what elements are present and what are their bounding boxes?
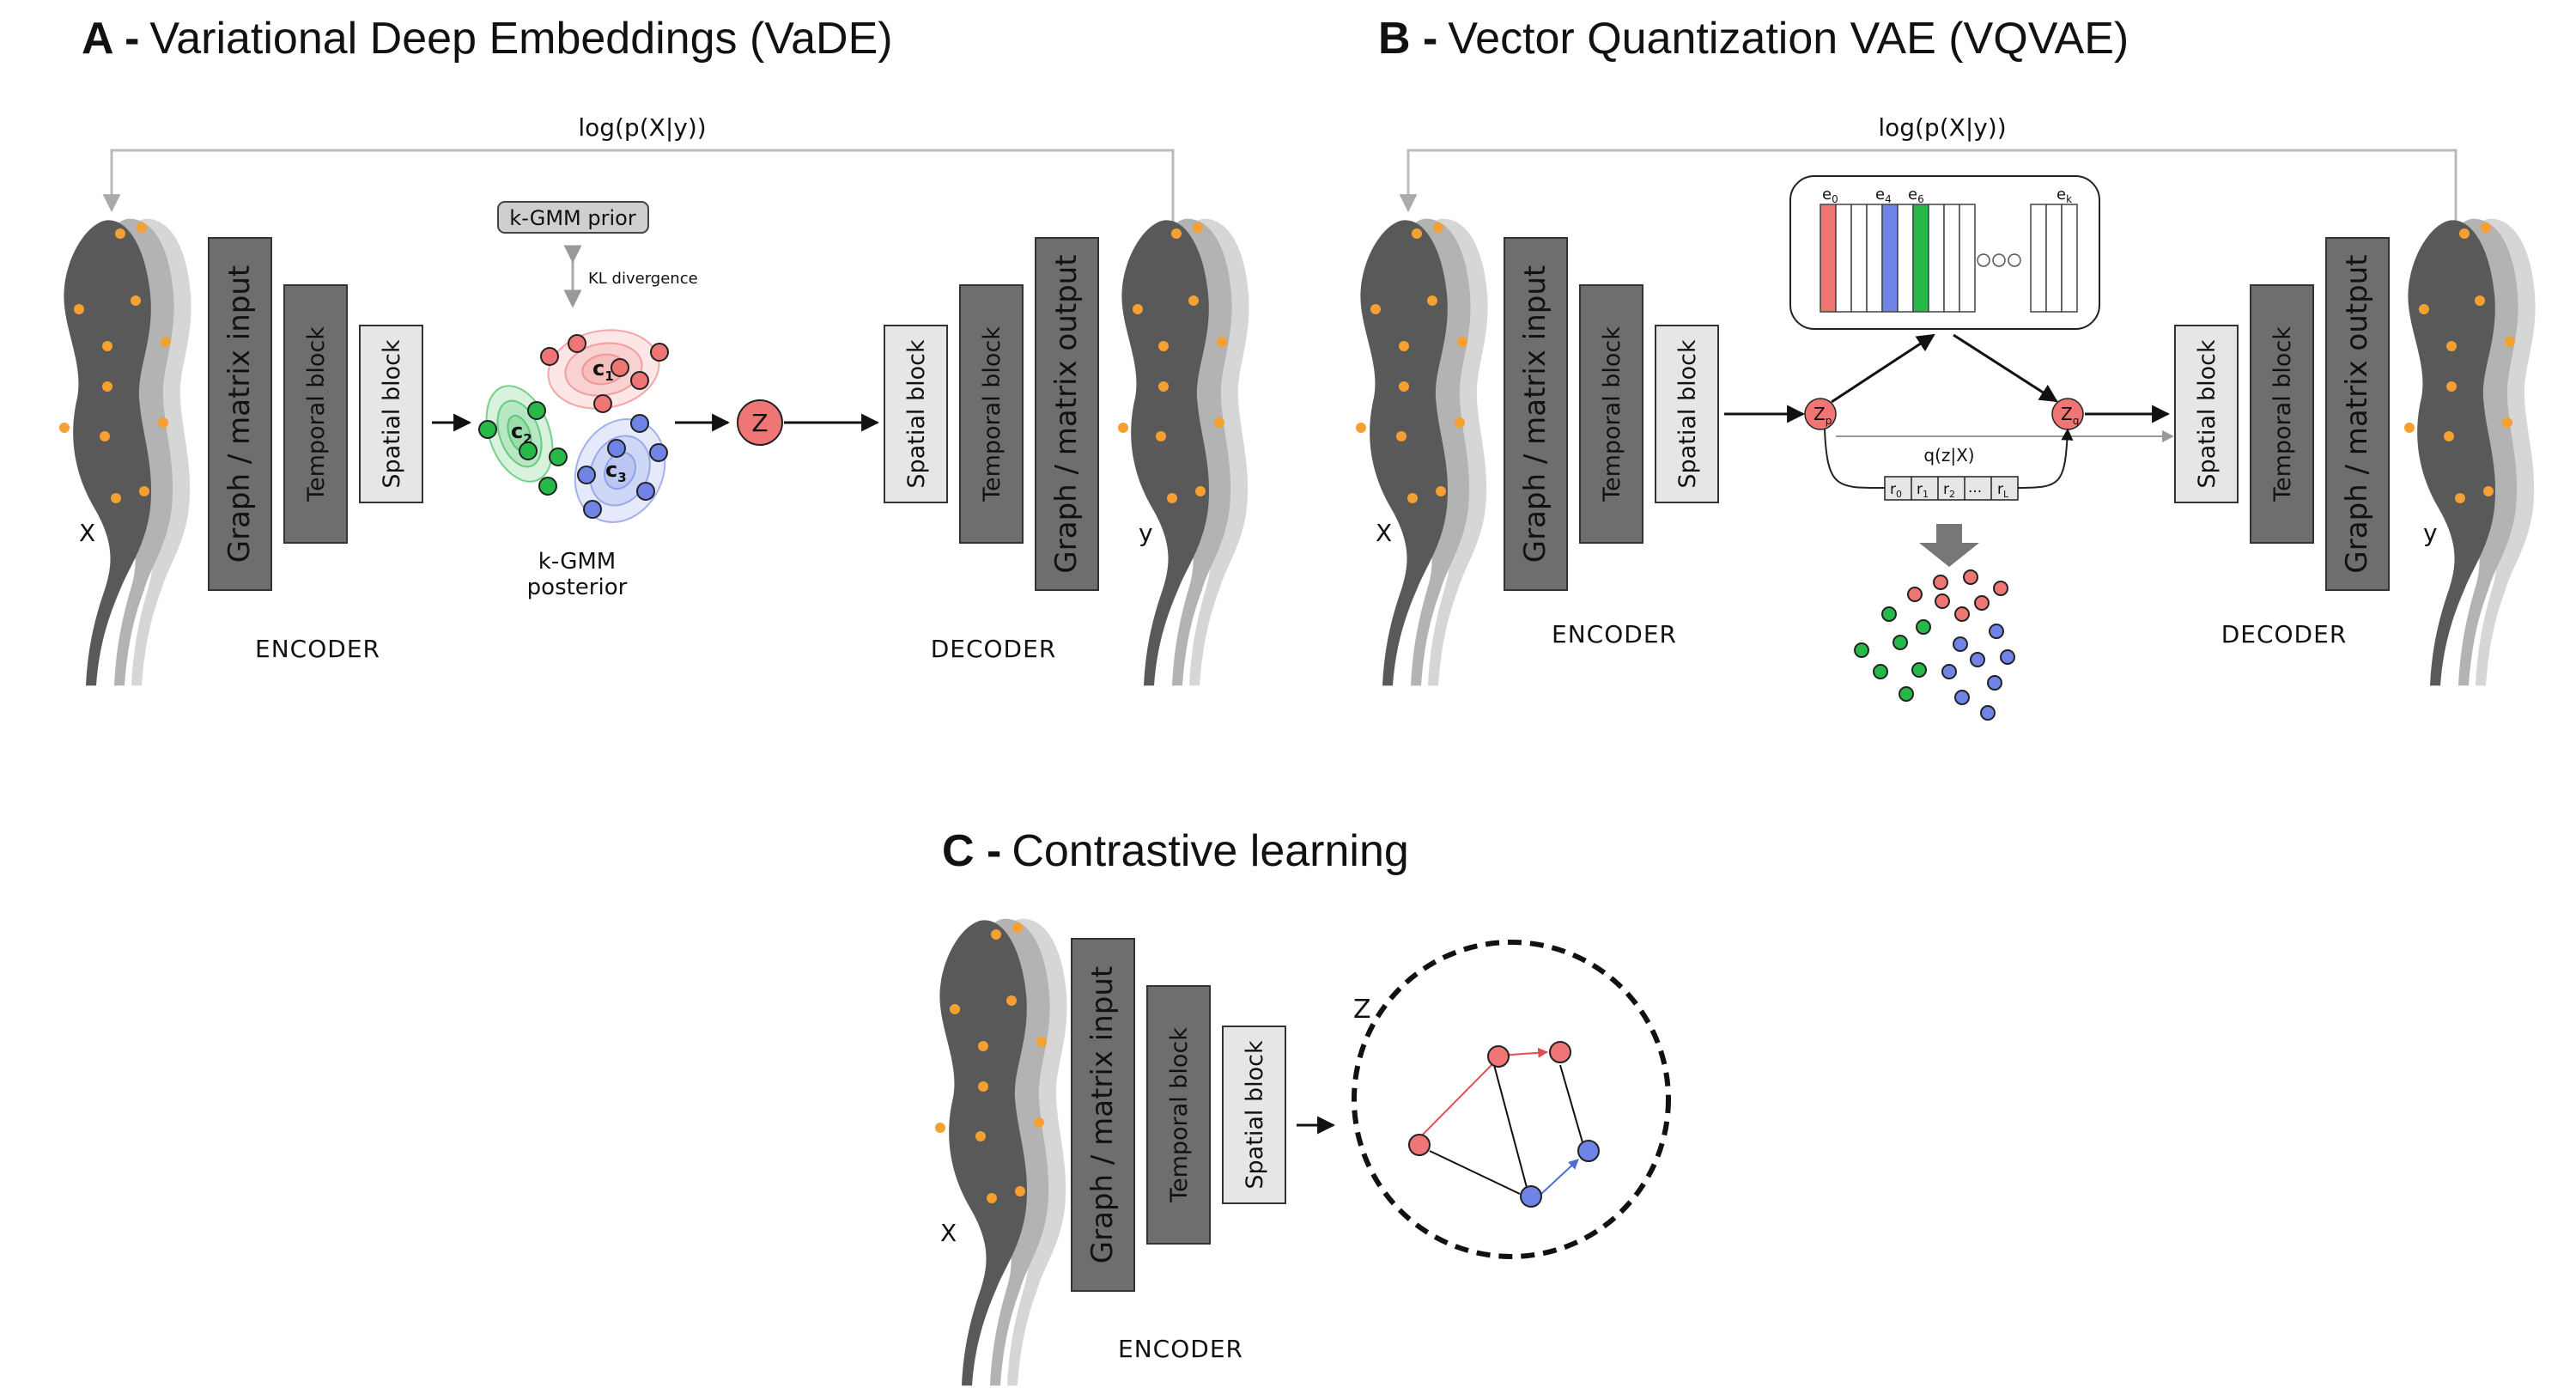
input-mouse-a [64, 218, 191, 686]
output-mouse-a [1121, 218, 1249, 686]
kgmm-prior-label: k-GMM prior [509, 206, 636, 230]
keypoints-output-a [1118, 222, 1227, 503]
panel-c: C - Contrastive learning X Graph / matrix… [935, 826, 1671, 1386]
svg-text:e6: e6 [1908, 186, 1924, 205]
kl-label: KL divergence [588, 270, 698, 288]
temporal-block-c: Temporal block [1146, 985, 1211, 1245]
gmm-cluster-3: c3 [574, 414, 668, 524]
encoder-label-b: ENCODER [1552, 620, 1677, 648]
posterior-label-1: k-GMM [538, 549, 616, 575]
panel-a-title: A - Variational Deep Embeddings (VaDE) [82, 14, 893, 64]
panel-c-title: C - Contrastive learning [942, 826, 1409, 876]
input-mouse-c [939, 918, 1067, 1386]
posterior-label-2: posterior [527, 575, 628, 600]
svg-text:Temporal block: Temporal block [979, 326, 1005, 502]
svg-text:e0: e0 [1822, 186, 1838, 205]
temporal-block-b: Temporal block [1579, 284, 1643, 544]
temporal-block-decoder-a: Temporal block [959, 284, 1024, 544]
residual-vectors: r0 r1 r2 ... rL [1884, 476, 2019, 501]
svg-text:Spatial block: Spatial block [903, 339, 930, 489]
down-arrow-icon [1919, 524, 1979, 567]
output-label-b: y [2423, 519, 2438, 547]
svg-text:Spatial block: Spatial block [1242, 1040, 1268, 1190]
svg-text:e4: e4 [1875, 186, 1892, 205]
spatial-block-b: Spatial block [1655, 325, 1719, 503]
svg-text:ek: ek [2057, 186, 2072, 205]
svg-text:Spatial block: Spatial block [379, 339, 405, 489]
input-label-b: X [1376, 519, 1392, 547]
reconstruction-loop-a [102, 149, 1175, 228]
svg-text:Graph / matrix input: Graph / matrix input [1518, 265, 1552, 563]
svg-text:Temporal block: Temporal block [2269, 326, 2296, 502]
codebook-ellipsis [1977, 253, 2021, 267]
reconstruction-label-b: log(p(X|y)) [1878, 113, 2006, 142]
svg-text:rL: rL [1997, 481, 2009, 500]
kgmm-prior-box [497, 201, 649, 234]
contrastive-graph [1408, 1041, 1600, 1208]
svg-text:r1: r1 [1917, 481, 1929, 500]
svg-text:Temporal block: Temporal block [1166, 1027, 1193, 1203]
panel-b-title: B - Vector Quantization VAE (VQVAE) [1378, 14, 2129, 64]
graph-input-block-c: Graph / matrix input [1071, 938, 1135, 1292]
graph-input-block-a: Graph / matrix input [208, 237, 272, 591]
codebook-labels: e0 e4 e6 ek [1822, 186, 2072, 205]
latent-z-node-a [737, 399, 783, 446]
decoder-label-b: DECODER [2221, 620, 2348, 648]
graph-input-block-b: Graph / matrix input [1504, 237, 1568, 591]
qz-path [1824, 429, 2068, 490]
svg-text:Graph / matrix output: Graph / matrix output [2340, 254, 2374, 573]
svg-text:Graph / matrix input: Graph / matrix input [1085, 966, 1120, 1263]
arrow-zp-to-codebook [1831, 333, 1935, 404]
svg-text:Spatial block: Spatial block [2194, 339, 2221, 489]
keypoints-output-b [2404, 222, 2515, 503]
encoder-label-a: ENCODER [255, 635, 380, 663]
spatial-block-a: Spatial block [359, 325, 423, 503]
svg-text:Spatial block: Spatial block [1674, 339, 1701, 489]
codebook-vectors [1820, 204, 2078, 313]
temporal-block-decoder-b: Temporal block [2250, 284, 2314, 544]
encoder-label-c: ENCODER [1118, 1335, 1243, 1363]
svg-text:r2: r2 [1943, 481, 1955, 500]
input-mouse-b [1360, 218, 1488, 686]
output-label-a: y [1139, 519, 1153, 547]
input-label-c: X [940, 1219, 957, 1247]
svg-text:c2: c2 [511, 419, 532, 447]
reconstruction-label-a: log(p(X|y)) [578, 113, 706, 142]
panel-b: B - Vector Quantization VAE (VQVAE) log(p… [1356, 14, 2536, 721]
arrow-codebook-to-zq [1953, 333, 2058, 403]
svg-text:r0: r0 [1890, 481, 1902, 500]
spatial-block-decoder-a: Spatial block [884, 325, 948, 503]
output-mouse-b [2408, 218, 2536, 686]
svg-text:...: ... [1968, 479, 1982, 496]
decoder-label-a: DECODER [931, 635, 1057, 663]
temporal-block-a: Temporal block [283, 284, 348, 544]
reconstruction-loop-b [1399, 149, 2458, 228]
latent-space-circle [1352, 940, 1671, 1259]
zp-node [1804, 398, 1837, 430]
keypoints-input-c [935, 922, 1047, 1203]
svg-text:c1: c1 [592, 356, 614, 384]
svg-text:Graph / matrix output: Graph / matrix output [1049, 254, 1084, 573]
graph-output-block-b: Graph / matrix output [2325, 237, 2390, 591]
panel-a: A - Variational Deep Embeddings (VaDE) lo… [59, 14, 1249, 686]
svg-text:Graph / matrix input: Graph / matrix input [222, 265, 257, 563]
qz-label: q(z|X) [1923, 445, 1974, 466]
latent-scatter-b [1854, 569, 2015, 721]
graph-output-block-a: Graph / matrix output [1035, 237, 1099, 591]
latent-space-label: Z [1353, 995, 1371, 1025]
svg-text:c3: c3 [605, 458, 627, 485]
keypoints-input-b [1356, 222, 1467, 503]
gmm-cluster-1: c1 [540, 329, 669, 413]
svg-text:Temporal block: Temporal block [303, 326, 330, 502]
keypoints-input-a [59, 222, 171, 503]
svg-text:Temporal block: Temporal block [1599, 326, 1625, 502]
spatial-block-c: Spatial block [1222, 1026, 1286, 1204]
gmm-cluster-2: c2 [478, 385, 568, 496]
latent-z-label-a: Z [751, 409, 768, 437]
spatial-block-decoder-b: Spatial block [2174, 325, 2239, 503]
zp-label: Zp [1814, 404, 1832, 427]
input-label-a: X [79, 519, 95, 547]
